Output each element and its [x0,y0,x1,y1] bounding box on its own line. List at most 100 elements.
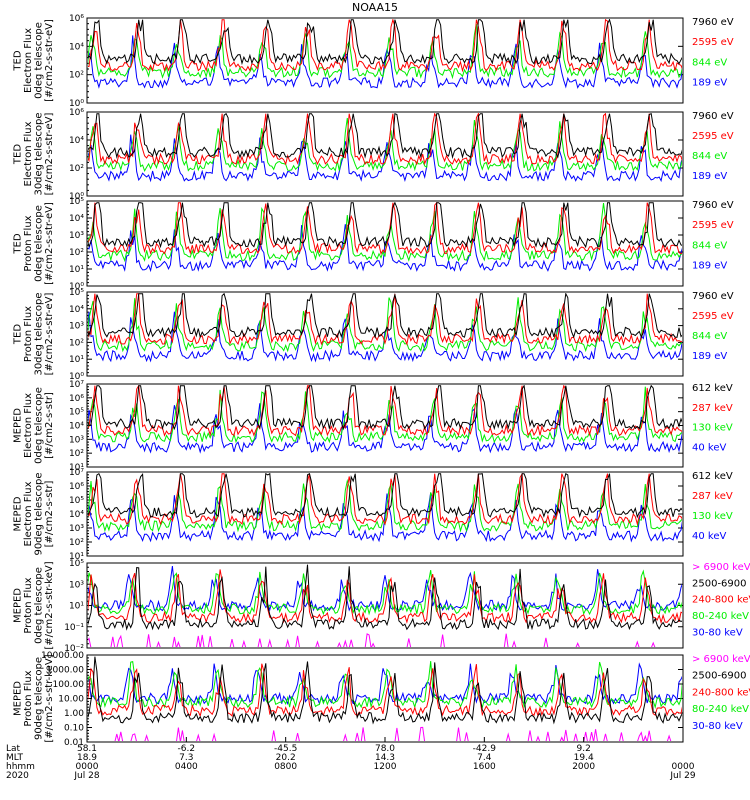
y-axis-label-line: 0deg telescope [34,205,45,282]
x-row-label: Lat [6,744,21,754]
series-trace [88,293,682,339]
y-tick-label: 10² [69,248,84,258]
y-axis-label-line: Proton Flux [23,670,34,726]
y-tick-label: 10⁵ [69,559,84,569]
flux-traces [88,385,682,454]
panel-4: 10⁰ 10¹ 10² 10³ 10⁴ 10⁵ TEDProton Flux30deg te… [13,288,734,382]
y-tick-label: 10³ [69,322,84,332]
series-trace [88,19,682,66]
y-axis-label-line: 0deg telescope [34,567,45,644]
legend-entry: 7960 eV [692,111,734,122]
y-axis-label-line: MEPED [13,681,24,716]
series-trace [88,473,682,526]
x-tick-label: 1200 [374,762,397,772]
legend-entry: 287 keV [692,491,733,502]
y-axis-label-line: 0deg telescope [34,387,45,464]
y-axis-label: TEDElectron Flux0deg telescope[#/cm2-s-s… [13,19,56,102]
series-trace [88,385,682,437]
y-axis-label: MEPEDElectron Flux0deg telescope[#/cm2-s… [13,387,56,464]
x-tick-label: 1600 [473,762,496,772]
legend-entry: 189 eV [692,351,727,362]
y-tick-label: 10⁴ [69,42,84,52]
y-tick-label: 10⁰ [69,282,84,292]
y-axis-label-line: [#/cm2-s-str-eV] [44,113,55,196]
legend-entry: 7960 eV [692,200,734,211]
y-tick-label: 10³ [69,580,84,590]
flux-traces [88,656,682,741]
series-trace [88,19,682,73]
y-tick-label: 10² [69,538,84,548]
legend-entry: 7960 eV [692,17,734,28]
y-tick-label: 10² [69,71,84,81]
legend-entry: 844 eV [692,57,727,68]
y-axis-label-line: TED [13,233,24,254]
y-axis-label-line: TED [13,324,24,345]
y-axis-label-line: [#/cm2-s-str-eV] [44,293,55,376]
y-axis-label-line: TED [13,144,24,165]
y-axis-label-line: TED [13,50,24,71]
legend-entry: 612 keV [692,471,733,482]
y-axis-label: TEDProton Flux30deg telescope[#/cm2-s-st… [13,292,56,375]
series-trace [88,134,682,183]
y-tick-label: 10⁶ [69,14,84,24]
y-tick-label: 10⁵ [69,408,84,418]
x-row-label: hhmm [6,762,35,772]
legend-entry: 612 keV [692,383,733,394]
series-trace [88,385,682,431]
panel-1: 10⁰ 10² 10⁴ 10⁶ TEDElectron Flux0deg telesco… [13,14,734,109]
y-axis-label-line: [#/cm2-s-str-keV] [44,654,55,742]
y-axis-label-line: MEPED [13,408,24,443]
y-axis-label-line: 0deg telescope [34,22,45,99]
series-trace [88,202,682,249]
legend-entry: 240-800 keV [692,595,750,606]
y-axis-label-line: Electron Flux [23,481,34,546]
legend-entry: 189 eV [692,261,727,272]
y-tick-label: 10¹ [69,355,84,365]
legend-entry: 844 eV [692,240,727,251]
x-tick-label: 0800 [274,762,297,772]
series-trace [88,35,682,89]
panel-8: 0.010.101.0010.00100.001000.0010000.00ME… [13,651,750,748]
y-tick-label: 10⁰ [69,192,84,202]
series-trace [88,113,682,166]
x-tick-label: Jul 28 [73,771,99,781]
legend-entry: 80-240 keV [692,704,749,715]
y-axis-label-line: Proton Flux [23,215,34,271]
y-tick-label: 10⁻¹ [64,623,84,633]
series-trace [88,569,682,616]
series-trace [88,564,682,631]
y-axis-label-line: 30deg telescope [34,112,45,195]
series-trace [88,113,682,160]
y-tick-label: 10⁷ [69,468,84,478]
x-tick-label: -45.5 [274,744,297,754]
legend-entry: 30-80 keV [692,627,743,638]
series-trace [88,203,682,263]
series-trace [88,386,682,444]
y-tick-label: 10⁴ [69,136,84,146]
legend-entry: 240-800 keV [692,687,750,698]
y-tick-label: 10² [69,164,84,174]
legend-entry: 2595 eV [692,220,734,231]
y-tick-label: 1.00 [64,709,84,719]
y-axis-label-line: [#/cm2-s-str] [44,392,55,459]
y-axis-label: TEDProton Flux0deg telescope[#/cm2-s-str… [13,202,56,285]
y-tick-label: 10⁰ [69,99,84,109]
x-tick-label: 7.3 [179,753,193,763]
y-tick-label: 0.01 [64,738,84,748]
y-tick-label: 10⁻² [64,644,84,654]
y-tick-label: 10¹ [69,265,84,275]
x-row-label: 2020 [6,771,29,781]
series-trace [88,566,682,612]
y-tick-label: 10³ [69,231,84,241]
series-trace [88,224,682,273]
y-tick-label: 10³ [69,524,84,534]
flux-traces [88,19,682,89]
legend-entry: 2500-6900 [692,578,747,589]
y-tick-label: 10⁶ [69,394,84,404]
y-axis-label-line: [#/cm2-s-str] [44,480,55,547]
x-tick-label: 58.1 [77,744,97,754]
legend-entry: 844 eV [692,151,727,162]
